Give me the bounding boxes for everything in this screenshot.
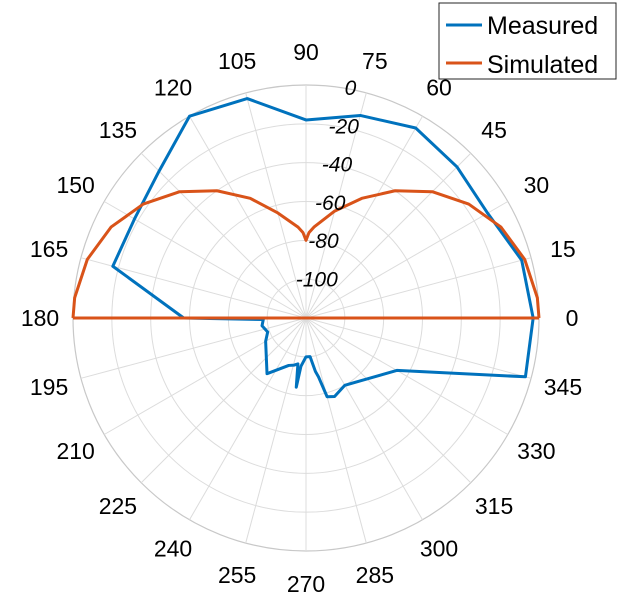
angle-tick-label: 135 bbox=[99, 117, 137, 143]
radial-tick-label: -40 bbox=[322, 154, 353, 177]
grid-spoke bbox=[245, 317, 307, 544]
angle-tick-label: 120 bbox=[154, 75, 192, 101]
grid-spoke bbox=[103, 201, 307, 319]
grid-spoke bbox=[80, 257, 307, 319]
grid-spoke bbox=[189, 115, 307, 319]
grid-spoke bbox=[140, 317, 307, 484]
angle-tick-label: 90 bbox=[293, 39, 319, 65]
angle-tick-label: 75 bbox=[362, 48, 388, 74]
angle-tick-label: 270 bbox=[287, 571, 325, 595]
legend-label-simulated: Simulated bbox=[487, 51, 598, 79]
grid-spoke bbox=[305, 152, 472, 319]
angle-tick-label: 345 bbox=[544, 374, 582, 400]
series-line-measured bbox=[111, 97, 535, 399]
legend: Measured Simulated bbox=[438, 2, 617, 80]
grid-spoke bbox=[103, 317, 307, 435]
radial-tick-labels: 0 -20 -40 -60 -80 -100 bbox=[296, 77, 359, 291]
legend-label-measured: Measured bbox=[487, 12, 598, 40]
radial-tick-label: -100 bbox=[296, 268, 338, 291]
radial-tick-label: -20 bbox=[329, 115, 360, 138]
radial-tick-label: -60 bbox=[315, 192, 346, 215]
radial-tick-label: -80 bbox=[308, 230, 339, 253]
polar-grid bbox=[72, 84, 540, 552]
series-line-simulated bbox=[71, 189, 541, 319]
angle-tick-label: 285 bbox=[356, 562, 394, 588]
grid-spoke bbox=[305, 317, 472, 484]
data-series bbox=[71, 97, 541, 399]
radial-tick-label: 0 bbox=[345, 77, 357, 100]
angle-tick-label: 180 bbox=[21, 305, 59, 331]
grid-spoke bbox=[305, 115, 423, 319]
angle-tick-label: 255 bbox=[218, 562, 256, 588]
angle-tick-label: 150 bbox=[56, 172, 94, 198]
grid-spoke bbox=[80, 317, 307, 379]
grid-spoke bbox=[305, 257, 532, 319]
angle-tick-label: 30 bbox=[524, 172, 550, 198]
angle-tick-label: 45 bbox=[481, 117, 507, 143]
angle-tick-label: 240 bbox=[154, 535, 192, 561]
grid-spoke bbox=[189, 317, 307, 521]
grid-spoke bbox=[305, 201, 509, 319]
angle-tick-label: 225 bbox=[99, 493, 137, 519]
grid-spoke bbox=[305, 317, 532, 379]
angle-tick-label: 165 bbox=[30, 236, 68, 262]
grid-spoke bbox=[305, 92, 367, 319]
angle-tick-label: 0 bbox=[566, 305, 579, 331]
grid-spoke bbox=[140, 152, 307, 319]
legend-box bbox=[438, 2, 617, 80]
angle-tick-label: 315 bbox=[475, 493, 513, 519]
angle-tick-label: 210 bbox=[56, 438, 94, 464]
angle-tick-label: 195 bbox=[30, 374, 68, 400]
grid-spoke bbox=[305, 317, 423, 521]
angle-tick-labels: 0153045607590105120135150165180195210225… bbox=[21, 39, 582, 595]
grid-spoke bbox=[245, 92, 307, 319]
angle-tick-label: 330 bbox=[517, 438, 555, 464]
grid-spoke bbox=[305, 317, 367, 544]
angle-tick-label: 15 bbox=[550, 236, 576, 262]
grid-spoke bbox=[305, 317, 509, 435]
angle-tick-label: 105 bbox=[218, 48, 256, 74]
angle-tick-label: 300 bbox=[420, 535, 458, 561]
